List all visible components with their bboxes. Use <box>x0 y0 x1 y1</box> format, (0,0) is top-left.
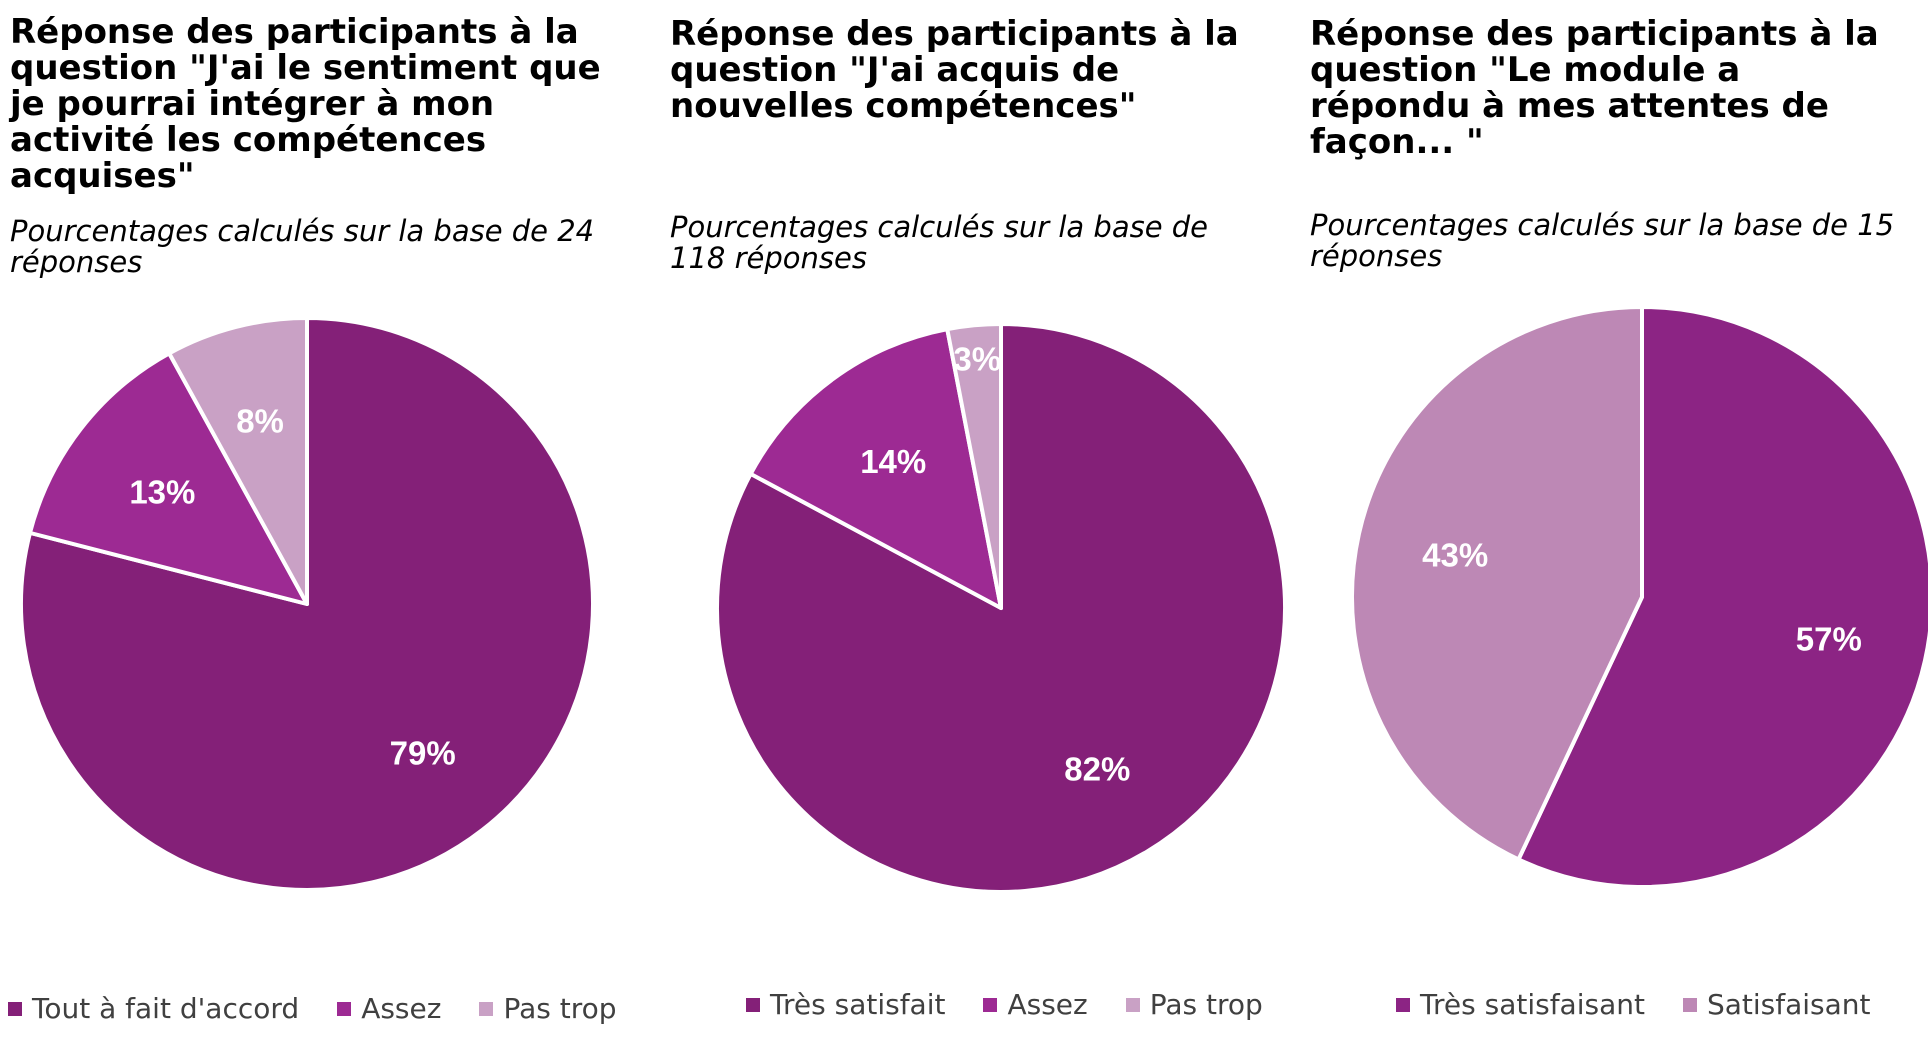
legend-label: Pas trop <box>503 992 617 1025</box>
chart-subtitle: Pourcentages calculés sur la base de 15 … <box>1310 208 1895 273</box>
legend-label: Pas trop <box>1149 988 1263 1021</box>
legend-swatch <box>479 1001 494 1016</box>
chart-legend: Très satisfait Assez Pas trop <box>746 988 1301 1021</box>
legend-swatch <box>983 997 998 1012</box>
legend-swatch <box>337 1001 352 1016</box>
slice-data-label: 3% <box>953 341 1001 378</box>
chart-title: Réponse des participants à la question "… <box>1310 14 1879 162</box>
legend-label: Assez <box>1007 988 1088 1021</box>
legend-swatch <box>1682 997 1697 1012</box>
pie-slice <box>167 316 309 606</box>
legend-item: Pas trop <box>479 992 617 1025</box>
chart-title: Réponse des participants à la question "… <box>10 12 601 196</box>
pie-chart: 57% 43% <box>1350 305 1928 889</box>
legend-item: Très satisfait <box>746 988 945 1021</box>
chart-subtitle: Pourcentages calculés sur la base de 118… <box>670 210 1209 275</box>
chart-panel-2: Réponse des participants à la question "… <box>660 0 1300 1042</box>
legend-label: Très satisfaisant <box>1420 988 1645 1021</box>
legend-item: Pas trop <box>1125 988 1263 1021</box>
chart-legend: Très satisfaisant Satisfaisant <box>1396 988 1909 1021</box>
slice-data-label: 8% <box>236 403 284 440</box>
slice-data-label: 79% <box>390 735 456 772</box>
chart-subtitle: Pourcentages calculés sur la base de 24 … <box>10 214 595 279</box>
legend-label: Tout à fait d'accord <box>32 992 300 1025</box>
pie-slice <box>748 327 1003 610</box>
legend-swatch <box>1125 997 1140 1012</box>
slice-data-label: 13% <box>129 473 195 510</box>
pie-chart: 79% 13% 8% <box>19 316 595 892</box>
chart-legend: Tout à fait d'accord Assez Pas trop <box>8 992 655 1025</box>
chart-panel-3: Réponse des participants à la question "… <box>1300 0 1928 1042</box>
slice-data-label: 14% <box>860 443 926 480</box>
chart-panel-1: Réponse des participants à la question "… <box>0 0 660 1042</box>
legend-label: Satisfaisant <box>1706 988 1871 1021</box>
legend-item: Assez <box>337 992 441 1025</box>
legend-label: Assez <box>361 992 442 1025</box>
slice-data-label: 82% <box>1064 750 1130 787</box>
chart-title: Réponse des participants à la question "… <box>670 14 1239 126</box>
pie-slice <box>945 322 1003 610</box>
legend-item: Tout à fait d'accord <box>8 992 299 1025</box>
legend-item: Très satisfaisant <box>1396 988 1645 1021</box>
pie-slice <box>1516 305 1928 889</box>
pie-chart: 82% 14% 3% <box>715 322 1287 894</box>
legend-swatch <box>8 1001 22 1016</box>
legend-swatch <box>746 997 760 1012</box>
pie-slice <box>1350 305 1644 862</box>
legend-swatch <box>1396 997 1410 1012</box>
pie-slice <box>27 351 309 606</box>
slice-data-label: 57% <box>1796 620 1862 657</box>
slice-data-label: 43% <box>1422 537 1488 574</box>
legend-label: Très satisfait <box>770 988 946 1021</box>
legend-item: Assez <box>983 988 1088 1021</box>
legend-item: Satisfaisant <box>1682 988 1871 1021</box>
